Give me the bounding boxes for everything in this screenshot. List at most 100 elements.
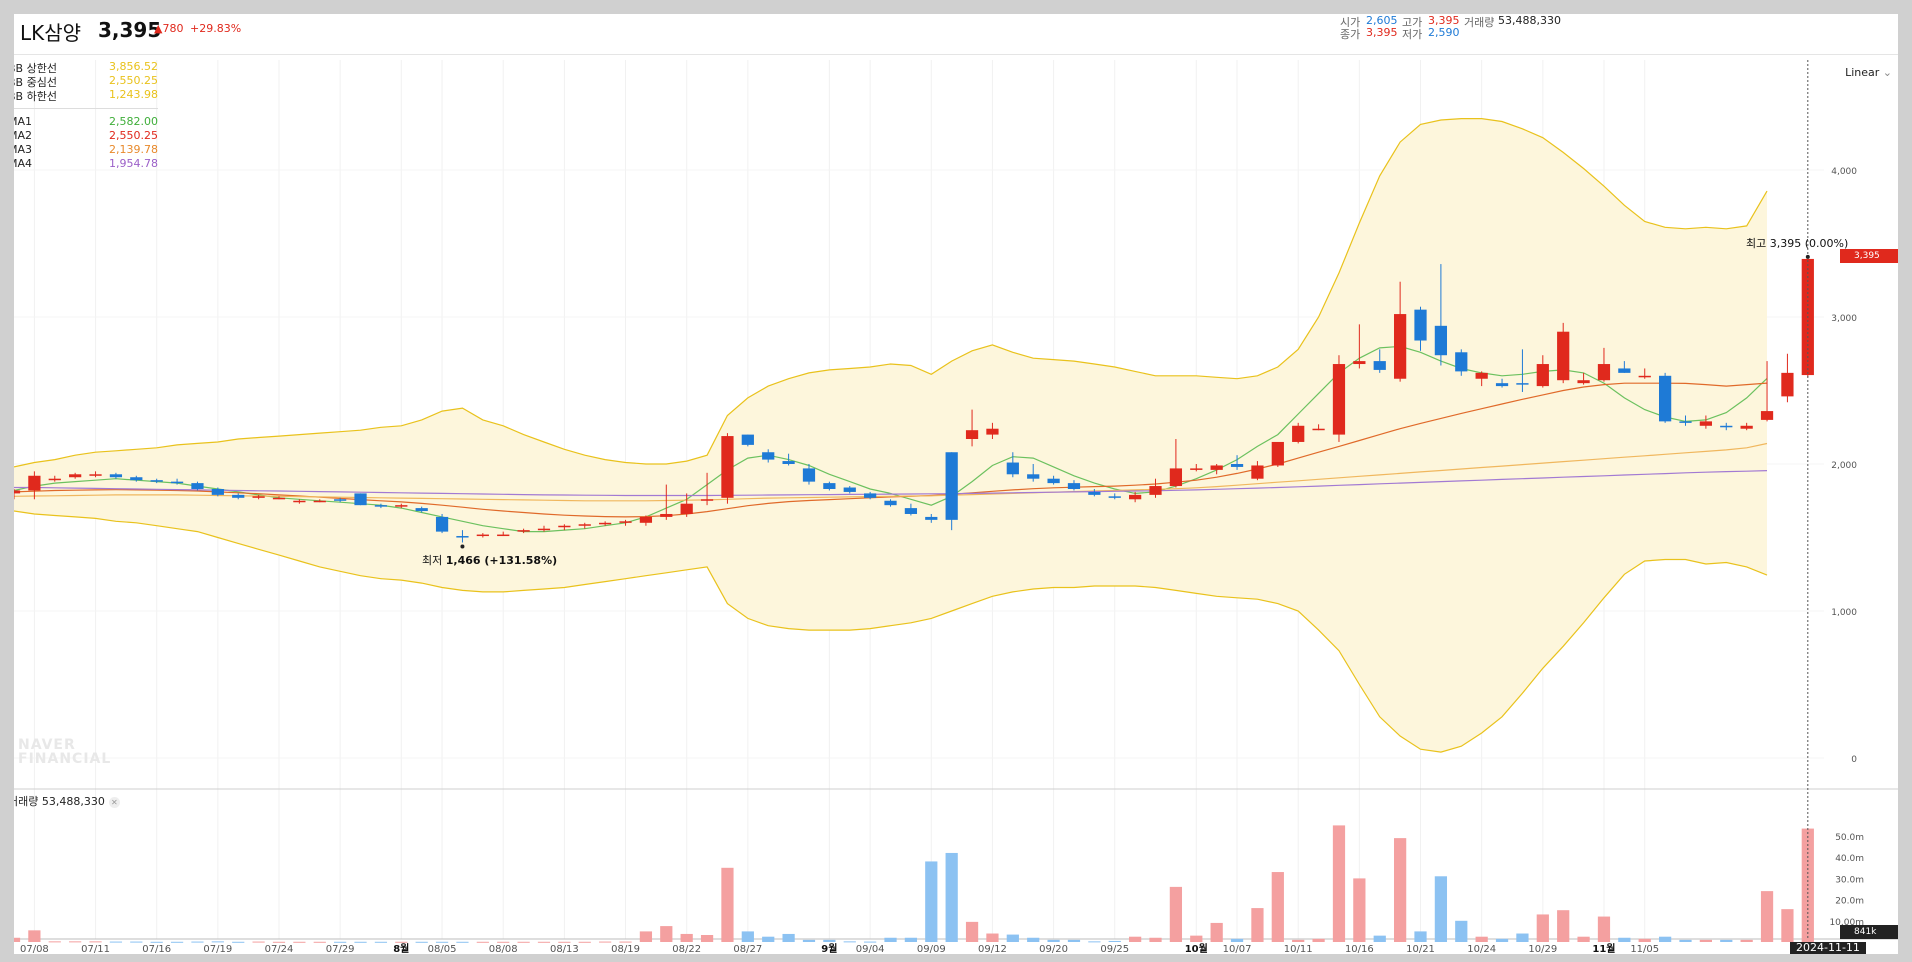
volume-bar — [1292, 939, 1305, 942]
close-icon[interactable]: ✕ — [108, 796, 120, 808]
candle-body — [1455, 352, 1468, 372]
x-tick-label: 08/13 — [550, 944, 579, 954]
candle-body — [1414, 309, 1427, 341]
volume-bar — [1414, 931, 1427, 942]
volume-bar — [1557, 910, 1570, 942]
chevron-down-icon: ⌄ — [1882, 66, 1892, 79]
candle-body — [986, 428, 999, 435]
volume-bar — [48, 941, 61, 943]
candle-body — [1190, 468, 1203, 470]
volume-bar — [415, 941, 428, 943]
legend-ma1: MA12,582.00 — [14, 115, 158, 128]
candle-body — [823, 483, 836, 489]
volume-bar — [1312, 938, 1325, 942]
volume-bar — [1679, 939, 1692, 942]
volume-bar — [334, 941, 347, 943]
volume-bar — [721, 867, 734, 942]
volume-bar — [211, 941, 224, 943]
volume-bar — [537, 941, 551, 943]
series-line-BB-상한선 — [14, 118, 1768, 468]
candle-body — [1047, 478, 1060, 484]
candle-body — [1210, 465, 1223, 470]
volume-bar — [1455, 920, 1468, 942]
volume-bar — [1332, 825, 1346, 942]
volume-tick-label: 40.0m — [1835, 854, 1864, 864]
candle-body — [1659, 375, 1672, 422]
x-tick-label: 10월 — [1185, 943, 1208, 954]
x-tick-label: 10/21 — [1406, 944, 1435, 954]
volume-bar — [28, 930, 41, 942]
volume-bar — [1353, 878, 1366, 942]
candle-body — [700, 499, 714, 501]
candle-body — [1149, 486, 1162, 495]
candle-body — [334, 499, 347, 501]
candle-body — [619, 521, 632, 523]
volume-bar — [782, 933, 795, 942]
candle-body — [1699, 421, 1713, 426]
x-tick-label: 08/22 — [672, 944, 701, 954]
candle-body — [1353, 361, 1366, 365]
volume-bar — [1394, 838, 1407, 942]
candle-body — [28, 475, 41, 491]
x-tick-label: 11월 — [1592, 943, 1615, 954]
candle-body — [945, 452, 958, 520]
current-price: 3,395 — [98, 18, 162, 42]
bollinger-band-area — [14, 118, 1767, 753]
high-marker: 최고 3,395 (0.00%) — [1746, 237, 1849, 250]
candle-body — [1720, 425, 1733, 428]
candle-body — [170, 481, 184, 484]
volume-bar — [762, 936, 775, 942]
scale-selector[interactable]: Linear ⌄ — [1845, 66, 1892, 79]
volume-bar — [823, 939, 836, 942]
candle-body — [1006, 462, 1019, 475]
x-tick-label: 10/16 — [1345, 944, 1374, 954]
candle-body — [558, 525, 571, 528]
volume-bar — [1006, 934, 1019, 942]
candle-body — [232, 494, 245, 498]
legend-ma2: MA22,550.25 — [14, 129, 158, 142]
volume-bar — [1169, 886, 1183, 942]
candle-body — [741, 434, 754, 445]
volume-bar — [884, 937, 897, 942]
series-line-BB-하한선 — [14, 510, 1768, 753]
volume-bar — [1638, 938, 1651, 942]
candle-body — [1394, 314, 1407, 379]
stock-name[interactable]: LK삼양 — [20, 21, 82, 45]
candle-body — [1312, 428, 1325, 431]
candle-body — [150, 480, 163, 482]
x-tick-label: 09/12 — [978, 944, 1007, 954]
volume-bar — [1373, 935, 1386, 942]
candle-body — [130, 477, 143, 481]
volume-bar — [1659, 936, 1672, 942]
high-dot — [1805, 254, 1810, 259]
candle-body — [272, 497, 286, 500]
candle-body — [1536, 364, 1549, 387]
x-tick-label: 09/09 — [917, 944, 946, 954]
candle-body — [69, 474, 82, 478]
candle-body — [925, 516, 938, 520]
legend-ma4: MA41,954.78 — [14, 157, 158, 170]
volume-bar — [252, 941, 265, 943]
volume-bar — [1475, 936, 1488, 942]
legend-divider — [14, 108, 158, 109]
candle-body — [864, 493, 877, 498]
volume-bar — [1067, 939, 1081, 942]
candle-body — [802, 468, 816, 482]
x-tick-label: 07/24 — [265, 944, 294, 954]
volume-bar — [1536, 914, 1549, 942]
price-chart[interactable]: 0 1,000 2,000 3,000 4,000 10.00m 20.0m 30.0m 40.… — [14, 14, 1898, 954]
candle-body — [456, 536, 469, 538]
candle-body — [599, 522, 612, 525]
x-tick-label: 07/19 — [203, 944, 232, 954]
volume-bar — [456, 941, 469, 943]
volume-bar — [374, 941, 388, 943]
x-tick-label: 07/29 — [326, 944, 355, 954]
volume-bar — [497, 941, 510, 943]
candle-body — [1434, 325, 1448, 356]
volume-bar — [313, 941, 326, 943]
volume-bar — [1230, 938, 1244, 942]
candle-body — [782, 461, 795, 464]
